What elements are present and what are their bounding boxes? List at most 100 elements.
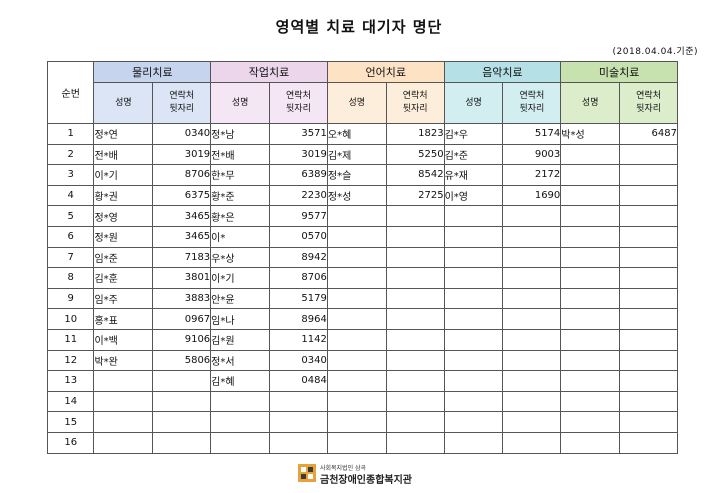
name-cell — [443, 267, 504, 289]
seq-cell: 11 — [46, 328, 95, 351]
phone-cell — [269, 411, 328, 433]
phone-cell — [152, 370, 212, 392]
phone-cell: 8964 — [269, 308, 328, 330]
table-row: 5 정*영 3465 황*은 9577 — [46, 205, 678, 227]
phone-cell — [502, 431, 562, 454]
phone-cell — [619, 390, 678, 413]
phone-cell — [619, 164, 678, 186]
phone-cell — [385, 411, 445, 433]
table-row: 2 전*배 3019 전*배 3019 김*제 5250 김*준 9003 — [46, 143, 678, 166]
name-cell: 정*영 — [93, 205, 154, 227]
phone-cell: 6487 — [619, 123, 678, 145]
seq-cell: 13 — [46, 370, 95, 392]
name-cell — [326, 287, 387, 310]
name-cell — [560, 287, 621, 310]
name-cell: 우*상 — [210, 246, 271, 269]
phone-cell: 0570 — [269, 225, 328, 248]
phone-cell — [619, 287, 678, 310]
phone-cell: 0340 — [152, 123, 212, 145]
phone-cell — [502, 225, 562, 248]
category-art: 미술치료 — [560, 61, 678, 83]
phone-cell — [385, 431, 445, 454]
seq-cell: 6 — [46, 225, 95, 248]
name-cell — [326, 370, 387, 392]
name-cell — [560, 225, 621, 248]
phone-cell: 3571 — [269, 123, 328, 145]
org-logo-icon — [298, 464, 316, 482]
name-cell: 전*배 — [93, 143, 154, 166]
name-cell — [443, 390, 504, 413]
table-row: 12 박*완 5806 정*서 0340 — [46, 349, 678, 372]
seq-cell: 15 — [46, 411, 95, 433]
table-row: 4 황*권 6375 황*준 2230 정*성 2725 이*영 1690 — [46, 184, 678, 207]
phone-cell: 1142 — [269, 328, 328, 351]
name-cell — [93, 370, 154, 392]
phone-cell — [502, 205, 562, 227]
name-cell: 임*나 — [210, 308, 271, 330]
phone-cell: 5250 — [385, 143, 445, 166]
name-cell — [560, 431, 621, 454]
name-header: 성명 — [93, 82, 154, 124]
name-cell: 김*훈 — [93, 267, 154, 289]
name-cell: 황*권 — [93, 184, 154, 207]
category-physical: 물리치료 — [93, 61, 212, 83]
phone-cell: 3883 — [152, 287, 212, 310]
table-row: 11 이*백 9106 김*원 1142 — [46, 328, 678, 351]
name-cell — [443, 225, 504, 248]
phone-cell — [385, 308, 445, 330]
name-cell — [93, 431, 154, 454]
category-occupational: 작업치료 — [210, 61, 328, 83]
phone-header: 연락처 뒷자리 — [502, 82, 562, 124]
name-cell: 임*주 — [93, 287, 154, 310]
name-cell — [560, 370, 621, 392]
seq-header: 순번 — [46, 61, 95, 124]
name-cell — [560, 390, 621, 413]
name-cell — [443, 246, 504, 269]
name-cell — [443, 308, 504, 330]
footer-org-name: 금천장애인종합복지관 — [320, 475, 412, 486]
table-row: 1 정*연 0340 정*남 3571 오*혜 1823 김*우 5174 박*성 6487 — [46, 123, 678, 145]
seq-cell: 7 — [46, 246, 95, 269]
phone-cell — [385, 349, 445, 372]
name-cell — [210, 411, 271, 433]
phone-cell — [152, 431, 212, 454]
name-cell: 김*원 — [210, 328, 271, 351]
phone-cell — [385, 287, 445, 310]
phone-cell — [502, 349, 562, 372]
table-row: 14 — [46, 390, 678, 413]
name-cell — [443, 328, 504, 351]
name-cell: 김*제 — [326, 143, 387, 166]
phone-cell: 8706 — [152, 164, 212, 186]
name-cell: 이*백 — [93, 328, 154, 351]
name-cell: 박*성 — [560, 123, 621, 145]
phone-cell — [385, 246, 445, 269]
seq-cell: 16 — [46, 431, 95, 454]
name-cell — [560, 308, 621, 330]
phone-cell — [385, 267, 445, 289]
footer-subtitle: 사회복지법인 삼곡 — [320, 465, 367, 472]
phone-header: 연락처 뒷자리 — [385, 82, 445, 124]
name-cell: 정*연 — [93, 123, 154, 145]
name-cell: 유*재 — [443, 164, 504, 186]
phone-cell: 0484 — [269, 370, 328, 392]
name-cell: 이*기 — [93, 164, 154, 186]
seq-cell: 1 — [46, 123, 95, 145]
name-cell — [326, 431, 387, 454]
phone-cell — [385, 225, 445, 248]
phone-cell: 5174 — [502, 123, 562, 145]
name-cell: 이*영 — [443, 184, 504, 207]
phone-cell: 9577 — [269, 205, 328, 227]
phone-cell — [619, 143, 678, 166]
phone-cell: 8706 — [269, 267, 328, 289]
phone-cell: 0340 — [269, 349, 328, 372]
phone-cell — [502, 287, 562, 310]
name-cell — [326, 349, 387, 372]
seq-cell: 14 — [46, 390, 95, 413]
phone-cell — [152, 390, 212, 413]
name-cell: 박*완 — [93, 349, 154, 372]
category-speech: 언어치료 — [326, 61, 445, 83]
seq-cell: 8 — [46, 267, 95, 289]
phone-cell — [619, 308, 678, 330]
phone-cell: 0967 — [152, 308, 212, 330]
phone-cell: 3465 — [152, 205, 212, 227]
